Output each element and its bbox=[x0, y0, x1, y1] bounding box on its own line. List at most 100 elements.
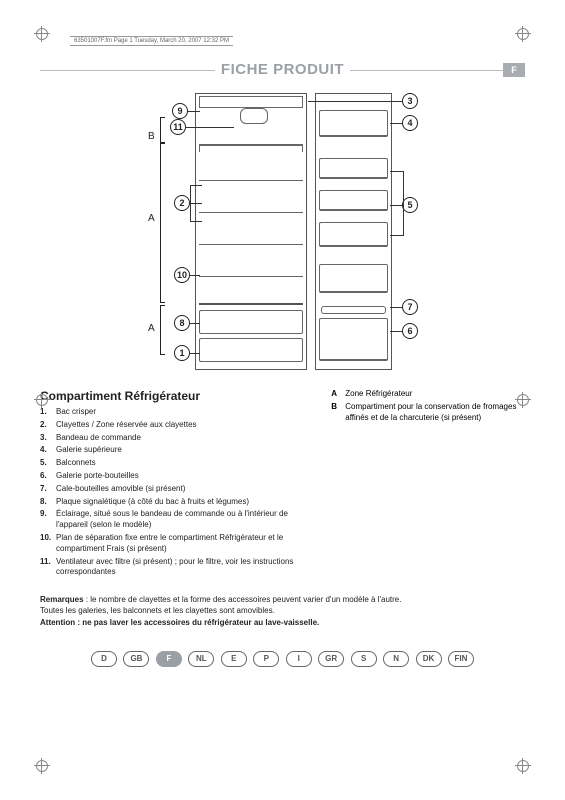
left-column: Compartiment Réfrigérateur 1.Bac crisper… bbox=[40, 389, 311, 580]
right-column: A Zone Réfrigérateur BCompartiment pour l… bbox=[331, 389, 525, 580]
zone-bracket-a2 bbox=[160, 305, 165, 355]
lead-line bbox=[190, 203, 202, 204]
remarks-label: Remarques bbox=[40, 595, 84, 604]
bottle-holder bbox=[321, 306, 386, 314]
callout-5: 5 bbox=[402, 197, 418, 213]
lead-line bbox=[390, 307, 402, 308]
fixed-divider bbox=[199, 303, 303, 305]
top-gallery bbox=[319, 110, 388, 137]
lang-pill-s[interactable]: S bbox=[351, 651, 377, 667]
lead-line bbox=[188, 111, 200, 112]
lang-pill-n[interactable]: N bbox=[383, 651, 409, 667]
crop-mark bbox=[36, 394, 48, 406]
shelf bbox=[199, 276, 303, 277]
lang-pill-e[interactable]: E bbox=[221, 651, 247, 667]
list-item: 1.Bac crisper bbox=[40, 407, 311, 418]
parts-list: 1.Bac crisper 2.Clayettes / Zone réservé… bbox=[40, 407, 311, 578]
lang-pill-nl[interactable]: NL bbox=[188, 651, 214, 667]
fan-icon bbox=[240, 108, 268, 124]
shelf bbox=[199, 212, 303, 213]
callout-1: 1 bbox=[174, 345, 190, 361]
lead-line bbox=[390, 235, 404, 236]
zone-bracket-b bbox=[160, 117, 165, 143]
lang-pill-dk[interactable]: DK bbox=[416, 651, 442, 667]
zone-bracket-a bbox=[160, 143, 165, 303]
lang-pill-f[interactable]: F bbox=[156, 651, 182, 667]
crop-mark bbox=[517, 28, 529, 40]
attention-line: Attention : ne pas laver les accessoires… bbox=[40, 617, 525, 628]
left-section-heading: Compartiment Réfrigérateur bbox=[40, 389, 311, 403]
balconnet bbox=[319, 222, 388, 247]
balconnet bbox=[319, 264, 388, 293]
lang-pill-i[interactable]: I bbox=[286, 651, 312, 667]
drawer bbox=[199, 310, 303, 334]
page: 63501007F.fm Page 1 Tuesday, March 20, 2… bbox=[0, 0, 565, 800]
lead-line bbox=[190, 323, 200, 324]
lead-line bbox=[308, 101, 402, 102]
crop-mark bbox=[517, 760, 529, 772]
list-item: 5.Balconnets bbox=[40, 458, 311, 469]
lead-line bbox=[390, 205, 402, 206]
lead-line bbox=[190, 353, 200, 354]
product-diagram: A B A 9 bbox=[40, 85, 525, 385]
callout-10: 10 bbox=[174, 267, 190, 283]
list-item: 7.Cale-bouteilles amovible (si présent) bbox=[40, 484, 311, 495]
remarks-block: Remarques : le nombre de clayettes et la… bbox=[40, 594, 525, 628]
item-text: Plaque signalétique (à côté du bac à fru… bbox=[56, 497, 249, 506]
crisper-drawer bbox=[199, 338, 303, 362]
zone-letter: A bbox=[331, 389, 337, 400]
list-item: 11.Ventilateur avec filtre (si présent) … bbox=[40, 557, 311, 579]
lead-line bbox=[186, 127, 234, 128]
item-text: Plan de séparation fixe entre le compart… bbox=[56, 533, 283, 553]
fridge-body bbox=[195, 93, 307, 370]
lang-pill-fin[interactable]: FIN bbox=[448, 651, 474, 667]
lead-line bbox=[390, 331, 402, 332]
list-item: 3.Bandeau de commande bbox=[40, 433, 311, 444]
lang-pill-gb[interactable]: GB bbox=[123, 651, 149, 667]
remarks-line2: Toutes les galeries, les balconnets et l… bbox=[40, 605, 525, 616]
zone-label-a: A bbox=[148, 213, 155, 224]
zone-text: Zone Réfrigérateur bbox=[345, 389, 412, 398]
list-item: 2.Clayettes / Zone réservée aux clayette… bbox=[40, 420, 311, 431]
item-text: Balconnets bbox=[56, 458, 96, 467]
shelf bbox=[199, 244, 303, 245]
shelf bbox=[199, 180, 303, 181]
lead-line bbox=[190, 185, 202, 186]
callout-4: 4 bbox=[402, 115, 418, 131]
callout-3: 3 bbox=[402, 93, 418, 109]
lead-line bbox=[190, 275, 200, 276]
crop-mark bbox=[36, 760, 48, 772]
item-text: Bandeau de commande bbox=[56, 433, 141, 442]
lead-line bbox=[190, 185, 191, 221]
callout-7: 7 bbox=[402, 299, 418, 315]
shelf-b-divider bbox=[199, 144, 303, 152]
current-language-badge: F bbox=[503, 63, 525, 77]
lead-line bbox=[403, 171, 404, 235]
callout-6: 6 bbox=[402, 323, 418, 339]
page-title: FICHE PRODUIT bbox=[215, 61, 350, 78]
lang-pill-d[interactable]: D bbox=[91, 651, 117, 667]
file-header-line: 63501007F.fm Page 1 Tuesday, March 20, 2… bbox=[70, 36, 233, 46]
language-strip: D GB F NL E P I GR S N DK FIN bbox=[40, 648, 525, 667]
callout-8: 8 bbox=[174, 315, 190, 331]
list-item: 10.Plan de séparation fixe entre le comp… bbox=[40, 533, 311, 555]
content-columns: Compartiment Réfrigérateur 1.Bac crisper… bbox=[40, 389, 525, 580]
zone-label-a2: A bbox=[148, 323, 155, 334]
lang-pill-gr[interactable]: GR bbox=[318, 651, 344, 667]
list-item: 6.Galerie porte-bouteilles bbox=[40, 471, 311, 482]
fridge-door bbox=[315, 93, 392, 370]
item-text: Cale-bouteilles amovible (si présent) bbox=[56, 484, 185, 493]
lead-line bbox=[390, 171, 404, 172]
item-text: Ventilateur avec filtre (si présent) ; p… bbox=[56, 557, 293, 577]
lang-pill-p[interactable]: P bbox=[253, 651, 279, 667]
list-item: 8.Plaque signalétique (à côté du bac à f… bbox=[40, 497, 311, 508]
attention-text: Attention : ne pas laver les accessoires… bbox=[40, 618, 319, 627]
zone-item: BCompartiment pour la conservation de fr… bbox=[331, 402, 525, 424]
list-item: 9.Éclairage, situé sous le bandeau de co… bbox=[40, 509, 311, 531]
zone-label-b: B bbox=[148, 131, 155, 142]
item-text: Bac crisper bbox=[56, 407, 96, 416]
lead-line bbox=[390, 123, 402, 124]
list-item: 4.Galerie supérieure bbox=[40, 445, 311, 456]
remarks-line1: Remarques : le nombre de clayettes et la… bbox=[40, 594, 525, 605]
zone-text: Compartiment pour la conservation de fro… bbox=[345, 402, 516, 422]
